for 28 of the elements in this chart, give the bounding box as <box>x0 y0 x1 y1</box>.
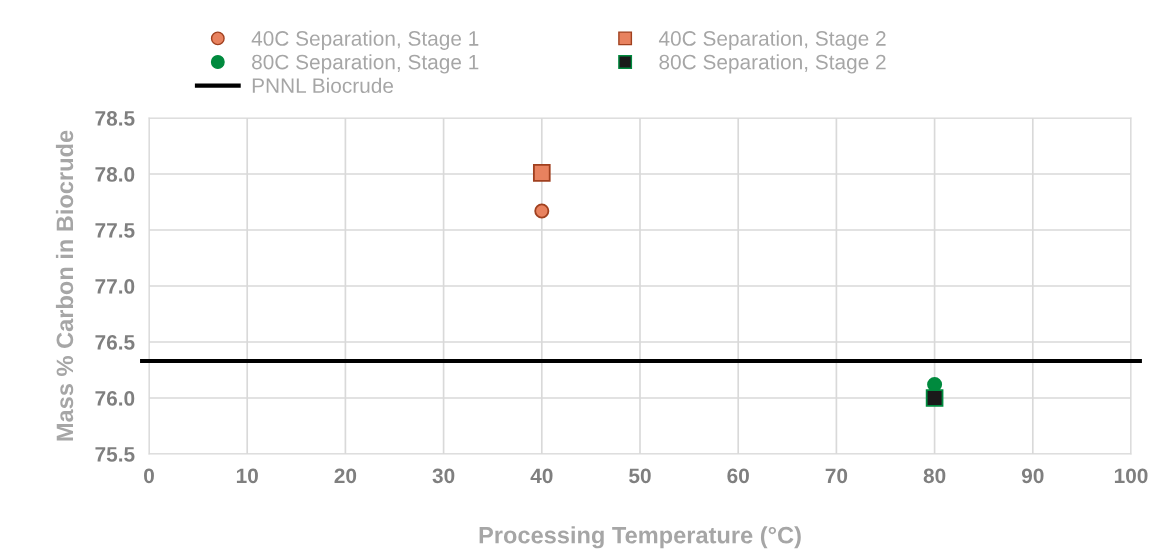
x-tick-label: 40 <box>530 468 553 484</box>
legend-label: 40C Separation, Stage 2 <box>658 30 886 50</box>
x-tick-label: 100 <box>1114 468 1148 484</box>
legend-label: 80C Separation, Stage 1 <box>252 54 479 74</box>
y-axis-title: Mass % Carbon in Biocrude <box>55 130 74 441</box>
x-tick-label: 90 <box>1021 468 1044 484</box>
x-tick-label: 70 <box>825 468 848 484</box>
x-tick-label: 60 <box>727 468 749 484</box>
legend-label: 80C Separation, Stage 2 <box>659 54 886 74</box>
y-tick-label: 75.5 <box>95 447 135 462</box>
y-tick-label: 76.0 <box>95 391 135 406</box>
y-tick-label: 77.0 <box>95 279 135 294</box>
x-tick-label: 10 <box>236 468 258 484</box>
x-tick-label: 20 <box>334 468 357 484</box>
x-axis-title: Processing Temperature (°C) <box>479 526 801 549</box>
legend-label: PNNL Biocrude <box>252 77 394 94</box>
point <box>925 389 944 407</box>
x-tick-label: 50 <box>629 468 651 484</box>
y-tick-label: 78.0 <box>95 167 135 182</box>
point <box>532 164 551 182</box>
x-tick-label: 80 <box>923 468 946 484</box>
point <box>534 203 550 219</box>
x-tick-label: 30 <box>432 468 455 484</box>
y-tick-label: 78.5 <box>95 111 135 126</box>
y-tick-label: 76.5 <box>95 335 135 350</box>
x-tick-label: 0 <box>144 468 154 484</box>
legend-label: 40C Separation, Stage 1 <box>251 30 479 50</box>
y-tick-label: 77.5 <box>95 223 135 238</box>
